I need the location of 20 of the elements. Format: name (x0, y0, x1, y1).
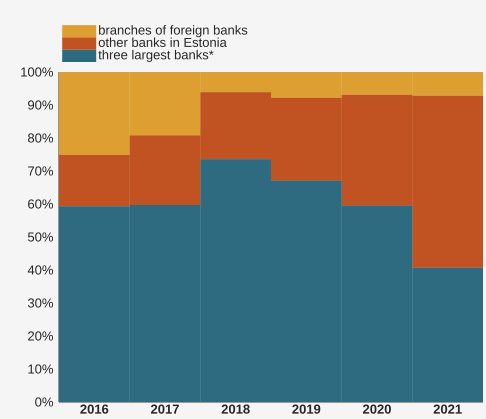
y-tick-label: 40% (28, 265, 53, 275)
x-tick-label: 2021 (434, 404, 462, 414)
x-tick-label: 2016 (80, 404, 108, 414)
y-tick-label: 10% (28, 364, 53, 374)
y-tick-label: 80% (28, 133, 53, 143)
y-tick-label: 30% (28, 298, 53, 308)
x-tick-label: 2019 (292, 404, 320, 414)
legend-label: other banks in Estonia (98, 37, 227, 48)
y-tick-label: 60% (28, 199, 53, 209)
x-tick-label: 2018 (222, 404, 250, 414)
y-tick-label: 50% (28, 232, 53, 242)
y-tick-label: 20% (28, 331, 53, 341)
y-tick-label: 90% (28, 100, 53, 110)
y-tick-label: 100% (21, 67, 53, 77)
y-tick-label: 0% (35, 397, 53, 407)
y-tick-label: 70% (28, 166, 53, 176)
legend-label: three largest banks* (98, 50, 214, 62)
x-tick-label: 2017 (150, 404, 179, 414)
x-tick-label: 2020 (362, 404, 391, 414)
legend-label: branches of foreign banks (99, 25, 248, 38)
